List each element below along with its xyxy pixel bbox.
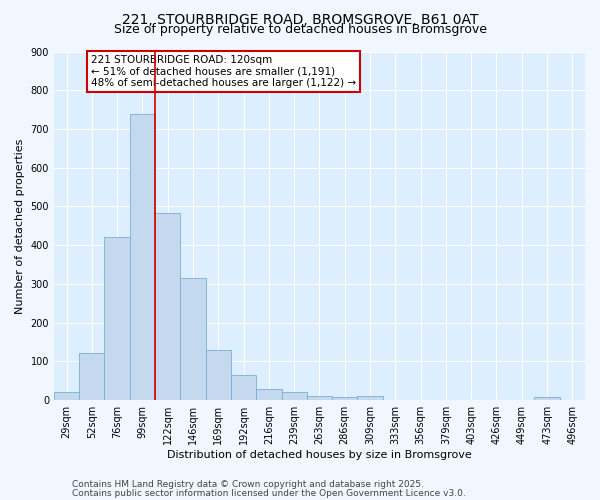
Bar xyxy=(332,397,358,400)
Text: Contains public sector information licensed under the Open Government Licence v3: Contains public sector information licen… xyxy=(72,488,466,498)
Bar xyxy=(54,392,79,400)
Bar xyxy=(104,236,130,400)
Text: 221, STOURBRIDGE ROAD, BROMSGROVE, B61 0AT: 221, STOURBRIDGE ROAD, BROMSGROVE, B61 0… xyxy=(122,12,478,26)
Bar xyxy=(181,278,206,400)
Text: Contains HM Land Registry data © Crown copyright and database right 2025.: Contains HM Land Registry data © Crown c… xyxy=(72,480,424,489)
Bar xyxy=(256,390,281,400)
Text: Size of property relative to detached houses in Bromsgrove: Size of property relative to detached ho… xyxy=(113,22,487,36)
Bar xyxy=(79,353,104,400)
Bar xyxy=(358,396,383,400)
Bar xyxy=(206,350,231,400)
Bar xyxy=(307,396,332,400)
Text: 221 STOURBRIDGE ROAD: 120sqm
← 51% of detached houses are smaller (1,191)
48% of: 221 STOURBRIDGE ROAD: 120sqm ← 51% of de… xyxy=(91,55,356,88)
Bar xyxy=(155,212,181,400)
Y-axis label: Number of detached properties: Number of detached properties xyxy=(15,138,25,314)
Bar xyxy=(130,114,155,400)
Bar xyxy=(231,375,256,400)
Bar xyxy=(281,392,307,400)
X-axis label: Distribution of detached houses by size in Bromsgrove: Distribution of detached houses by size … xyxy=(167,450,472,460)
Bar xyxy=(535,397,560,400)
